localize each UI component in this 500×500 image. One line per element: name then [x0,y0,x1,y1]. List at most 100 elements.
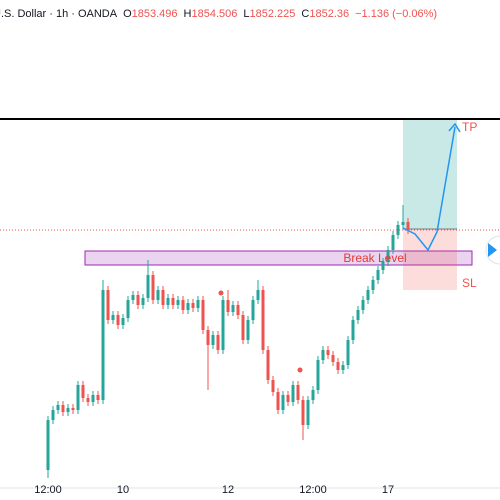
ohlc-value: 1852.36 [309,8,349,20]
candle-body [66,408,70,412]
target-zone [403,119,457,229]
target-label: TP [462,120,477,134]
candle-body [146,275,150,298]
candle-body [366,290,370,300]
signal-dot [218,290,224,296]
candle-body [276,392,280,410]
candle-body [296,385,300,400]
candle-body [216,335,220,350]
candle-body [156,290,160,300]
candle-body [306,400,310,425]
candle-body [71,408,75,410]
candle-body [376,270,380,280]
candle-body [351,320,355,340]
candle-body [46,420,50,470]
candle-body [281,395,285,410]
candle-body [271,380,275,392]
candle-body [81,385,85,398]
candle-body [266,350,270,380]
change: −1.136 (−0.06%) [355,8,437,20]
candle-body [316,360,320,390]
projection-path [402,126,456,252]
ohlc-label: L [243,8,249,20]
stop-label: SL [462,276,477,290]
candle-body [406,222,410,230]
candle-body [321,350,325,360]
candle-body [116,315,120,325]
x-tick-label: 12:00 [34,484,62,496]
stop-zone [403,229,457,290]
ohlc-value: 1854.506 [192,8,238,20]
candle-body [396,225,400,235]
candle-body [161,290,165,305]
candle-body [201,300,205,330]
candle-body [301,400,305,425]
candle-body [311,390,315,400]
candle-body [381,262,385,270]
x-tick-label: 10 [117,484,129,496]
ohlc-value: 1852.225 [250,8,296,20]
candle-body [131,295,135,300]
candle-body [386,250,390,262]
candle-body [401,222,405,225]
candle-body [191,303,195,308]
candle-body [121,318,125,325]
candle-body [96,395,100,400]
candle-body [251,300,255,320]
candle-body [331,355,335,362]
candle-body [171,298,175,305]
candle-body [136,295,140,305]
scroll-icon [488,243,497,257]
signal-dot [297,367,303,373]
header: U.S. Dollar · 1h · OANDA O1853.496 H1854.5… [0,8,437,20]
candle-body [101,290,105,400]
candle-body [91,395,95,402]
candle-body [391,235,395,250]
candle-body [151,275,155,300]
candle-body [246,320,250,340]
candle-body [346,340,350,365]
candle-body [196,300,200,308]
candle-body [236,305,240,315]
ohlc-label: O [123,8,132,20]
candle-body [56,405,60,410]
candle-body [76,385,80,410]
candle-body [241,315,245,340]
projection-arrowhead [448,122,461,133]
candle-body [86,398,90,402]
candle-body [231,305,235,312]
candle-body [356,310,360,320]
candle-body [106,290,110,320]
ohlc-value: 1853.496 [132,8,178,20]
candle-body [141,298,145,305]
x-tick-label: 12 [222,484,234,496]
candle-body [291,385,295,402]
candle-body [206,330,210,345]
candle-body [51,410,55,420]
break-level-label: Break Level [343,251,406,265]
candle-body [261,290,265,350]
candle-body [371,280,375,290]
symbol: U.S. Dollar · 1h · OANDA [0,8,118,20]
candle-body [226,300,230,312]
break-level-zone [84,250,473,266]
candle-body [126,300,130,318]
candle-body [326,350,330,355]
candle-body [211,335,215,345]
candle-body [361,300,365,310]
x-tick-label: 12:00 [299,484,327,496]
candle-body [336,362,340,370]
candle-body [166,298,170,305]
candle-body [176,300,180,305]
candle-body [61,405,65,412]
candle-body [221,300,225,350]
candle-body [341,365,345,370]
candle-body [256,290,260,300]
x-tick-label: 17 [382,484,394,496]
ohlc-label: C [301,8,309,20]
candle-body [181,300,185,310]
ohlc-label: H [184,8,192,20]
plot: TP SL Break Level [0,118,500,478]
candle-body [186,303,190,310]
